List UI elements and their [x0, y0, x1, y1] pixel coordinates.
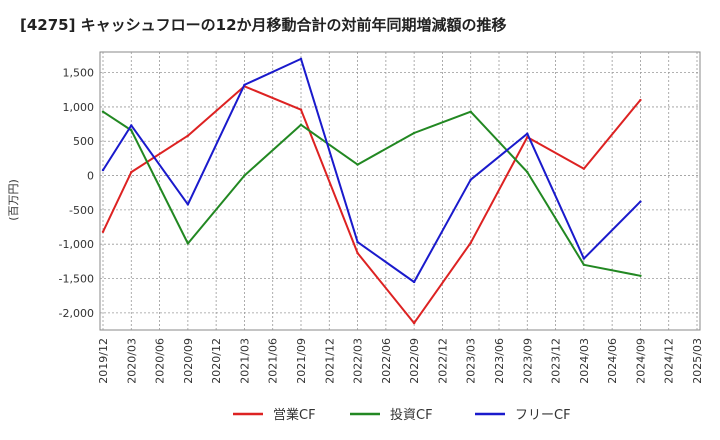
y-axis-label: (百万円) — [7, 179, 20, 221]
x-tick-label: 2020/03 — [125, 338, 138, 384]
data-point-1 — [186, 134, 190, 137]
legend-label-3: フリーCF — [515, 408, 571, 423]
data-point-3 — [356, 240, 359, 244]
data-point-1 — [299, 108, 303, 111]
data-point-1 — [639, 98, 642, 102]
x-tick-label: 2020/06 — [154, 338, 167, 384]
chart-title: [4275] キャッシュフローの12か月移動合計の対前年同期増減額の推移 — [20, 16, 507, 34]
y-tick-label: 1,000 — [63, 101, 95, 114]
x-tick-label: 2021/12 — [323, 338, 336, 384]
data-point-2 — [186, 242, 190, 245]
y-tick-label: -2,000 — [59, 307, 94, 320]
x-tick-label: 2021/06 — [267, 338, 280, 384]
data-point-2 — [299, 123, 303, 126]
data-point-2 — [526, 170, 529, 174]
data-point-3 — [639, 200, 642, 203]
data-point-2 — [469, 110, 472, 113]
x-tick-label: 2022/06 — [380, 338, 393, 384]
grid-lines — [100, 52, 700, 330]
data-point-1 — [469, 241, 472, 245]
x-tick-label: 2024/12 — [663, 338, 676, 384]
x-tick-label: 2019/12 — [97, 338, 110, 384]
data-point-2 — [412, 131, 416, 135]
legend-label-2: 投資CF — [390, 407, 433, 423]
data-point-2 — [130, 129, 133, 132]
y-tick-label: 500 — [73, 135, 94, 148]
x-tick-label: 2023/09 — [521, 338, 534, 384]
data-point-2 — [243, 174, 246, 177]
x-tick-label: 2025/03 — [691, 338, 704, 384]
x-tick-label: 2021/09 — [295, 338, 308, 384]
data-point-3 — [526, 132, 529, 135]
x-tick-labels: 2019/12 2020/03 2020/06 2020/09 2020/12 2021/… — [97, 338, 704, 384]
x-tick-label: 2023/12 — [550, 338, 563, 384]
data-point-3 — [412, 280, 416, 284]
y-tick-label: -500 — [69, 204, 94, 217]
plot-area — [99, 51, 701, 331]
x-tick-label: 2020/12 — [210, 338, 223, 384]
data-point-3 — [130, 124, 133, 127]
x-tick-label: 2023/03 — [465, 338, 478, 384]
x-tick-label: 2022/03 — [352, 338, 365, 384]
series-lines — [101, 57, 642, 325]
data-point-2 — [101, 110, 105, 113]
x-tick-label: 2021/03 — [238, 338, 251, 384]
data-point-2 — [356, 163, 359, 166]
data-point-2 — [639, 274, 642, 277]
x-tick-label: 2024/06 — [606, 338, 619, 384]
data-point-3 — [186, 203, 190, 206]
x-tick-label: 2020/09 — [182, 338, 195, 384]
y-tick-label: 0 — [87, 170, 94, 183]
data-point-3 — [243, 83, 246, 87]
data-point-1 — [130, 170, 133, 174]
data-point-1 — [582, 167, 586, 170]
legend: 営業CF 投資CF フリーCF — [233, 407, 571, 423]
y-tick-label: -1,500 — [59, 273, 94, 286]
legend-label-1: 営業CF — [273, 407, 316, 423]
x-tick-label: 2022/09 — [408, 338, 421, 384]
data-point-1 — [412, 321, 416, 325]
data-point-3 — [299, 57, 303, 61]
data-point-3 — [582, 257, 586, 260]
data-point-1 — [101, 230, 105, 234]
series-line-3 — [102, 57, 642, 283]
data-point-1 — [356, 251, 359, 255]
y-tick-label: -1,000 — [59, 238, 94, 251]
x-tick-label: 2024/03 — [578, 338, 591, 384]
x-tick-label: 2024/09 — [634, 338, 647, 384]
data-point-2 — [582, 263, 586, 266]
y-tick-labels: 1,500 1,000 500 0 -500 -1,000 -1,500 -2,000 — [59, 67, 94, 320]
y-tick-label: 1,500 — [63, 67, 95, 80]
data-point-3 — [101, 168, 105, 172]
x-tick-label: 2022/12 — [436, 338, 449, 384]
data-point-3 — [469, 178, 472, 181]
x-tick-label: 2023/06 — [493, 338, 506, 384]
